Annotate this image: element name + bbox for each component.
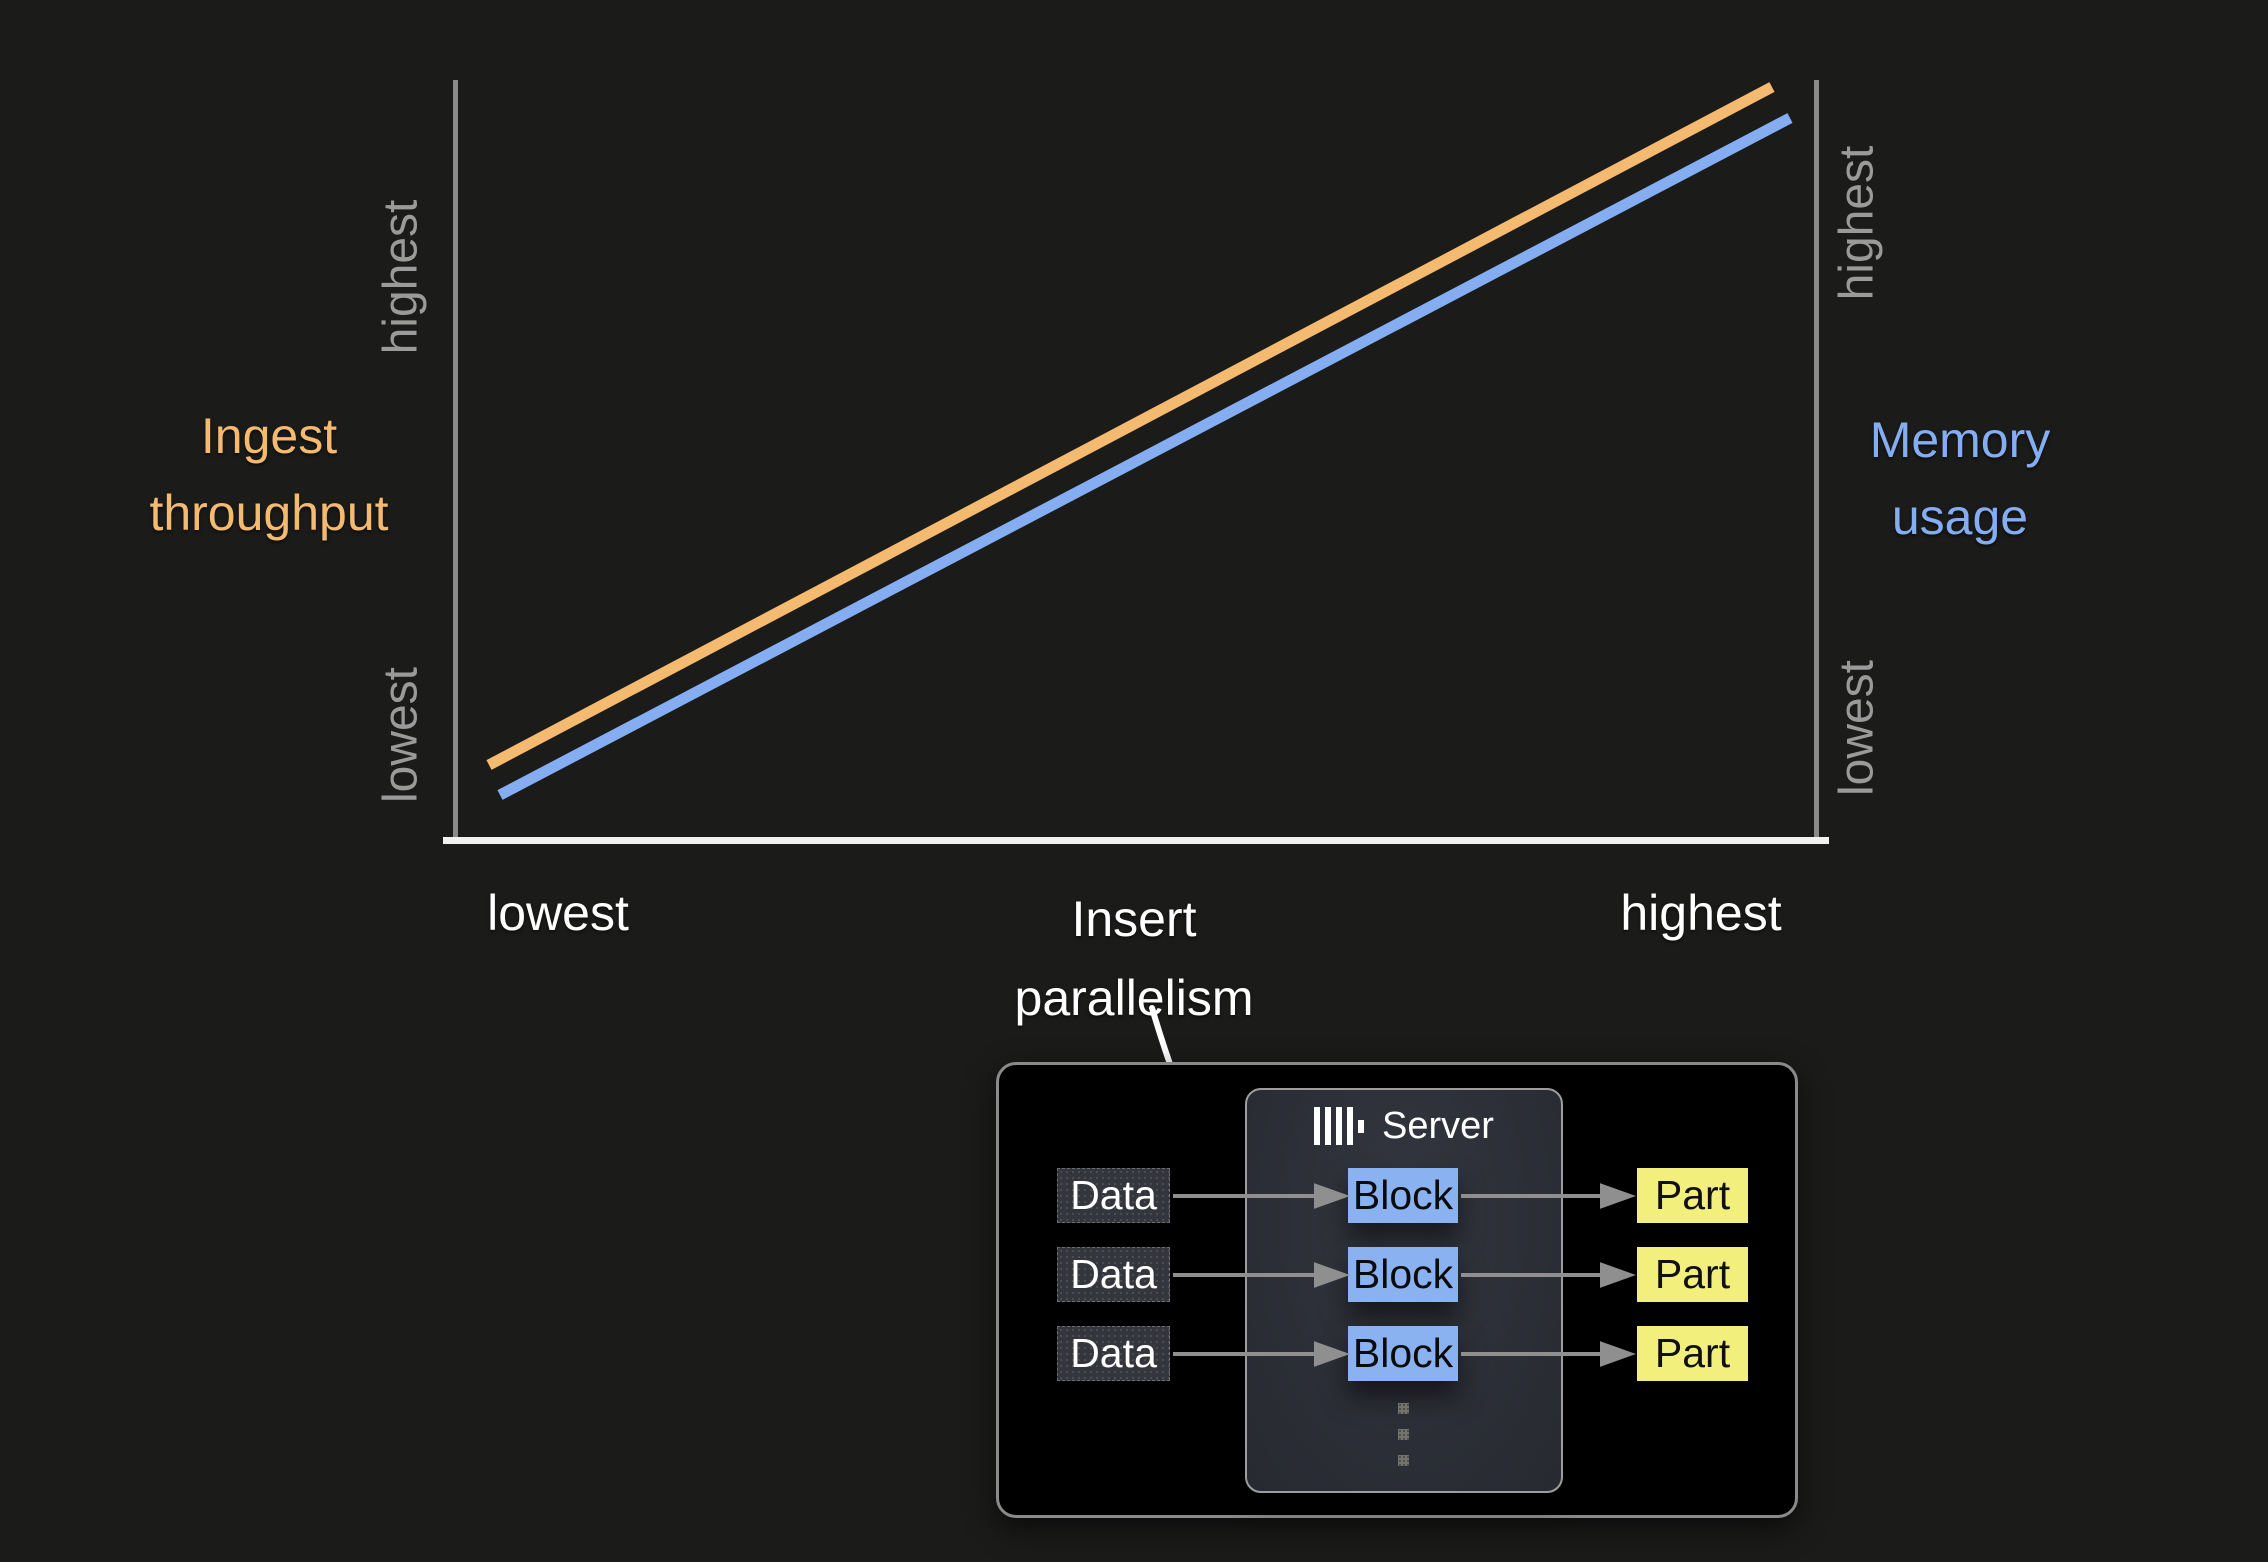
block-box: Block (1348, 1326, 1458, 1381)
block-box: Block (1348, 1168, 1458, 1223)
left-axis-title-line1: Ingest (200, 408, 338, 464)
left-axis-title: Ingest throughput (99, 398, 439, 552)
ingest-throughput-line (486, 82, 1775, 770)
x-axis-title-line2: parallelism (1014, 970, 1254, 1026)
x-axis-min-label: lowest (487, 885, 629, 941)
left-axis-min-label: lowest (374, 666, 428, 804)
part-box: Part (1637, 1326, 1748, 1381)
left-axis-title-line2: throughput (149, 485, 389, 541)
data-box: Data (1057, 1326, 1170, 1381)
server-header: Server (1245, 1102, 1563, 1150)
left-axis-line (453, 80, 458, 840)
ellipsis-dot (1398, 1403, 1409, 1414)
right-axis-line (1814, 80, 1819, 840)
x-axis-title: Insert parallelism (934, 880, 1334, 1038)
part-box: Part (1637, 1247, 1748, 1302)
ellipsis-dot (1398, 1429, 1409, 1440)
right-axis-min-label: lowest (1830, 659, 1884, 797)
block-box: Block (1348, 1247, 1458, 1302)
server-label: Server (1382, 1104, 1494, 1147)
right-axis-title-line2: usage (1891, 489, 2029, 545)
data-box: Data (1057, 1247, 1170, 1302)
part-box: Part (1637, 1168, 1748, 1223)
memory-usage-line (497, 113, 1793, 800)
right-axis-title-line1: Memory (1869, 412, 2051, 468)
ellipsis-dot (1398, 1455, 1409, 1466)
right-axis-max-label: highest (1830, 145, 1884, 301)
clickhouse-logo-icon (1314, 1106, 1365, 1146)
x-axis-max-label: highest (1620, 885, 1782, 941)
left-axis-max-label: highest (374, 199, 428, 355)
right-axis-title: Memory usage (1790, 402, 2130, 556)
x-axis-title-line1: Insert (1071, 891, 1197, 947)
data-box: Data (1057, 1168, 1170, 1223)
x-axis-line (443, 837, 1829, 844)
